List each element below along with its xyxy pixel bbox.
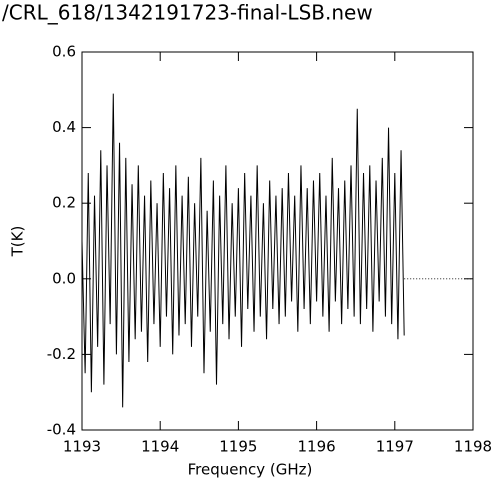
- y-tick-label: 0.2: [52, 194, 76, 212]
- x-tick-label: 1197: [376, 438, 414, 456]
- chart-title: /CRL_618/1342191723-final-LSB.new: [2, 1, 373, 25]
- y-tick-label: 0.4: [52, 118, 76, 136]
- y-tick-label: -0.4: [47, 421, 76, 439]
- x-tick-label: 1195: [219, 438, 257, 456]
- y-tick-label: -0.2: [47, 345, 76, 363]
- x-tick-label: 1193: [63, 438, 101, 456]
- y-axis-label: T(K): [9, 226, 27, 258]
- x-tick-label: 1194: [141, 438, 179, 456]
- x-tick-label: 1196: [298, 438, 336, 456]
- x-tick-label: 1198: [454, 438, 492, 456]
- y-tick-label: 0.6: [52, 43, 76, 61]
- x-axis-label: Frequency (GHz): [188, 461, 313, 479]
- y-tick-label: 0.0: [52, 269, 76, 287]
- spectrum-line: [81, 93, 405, 408]
